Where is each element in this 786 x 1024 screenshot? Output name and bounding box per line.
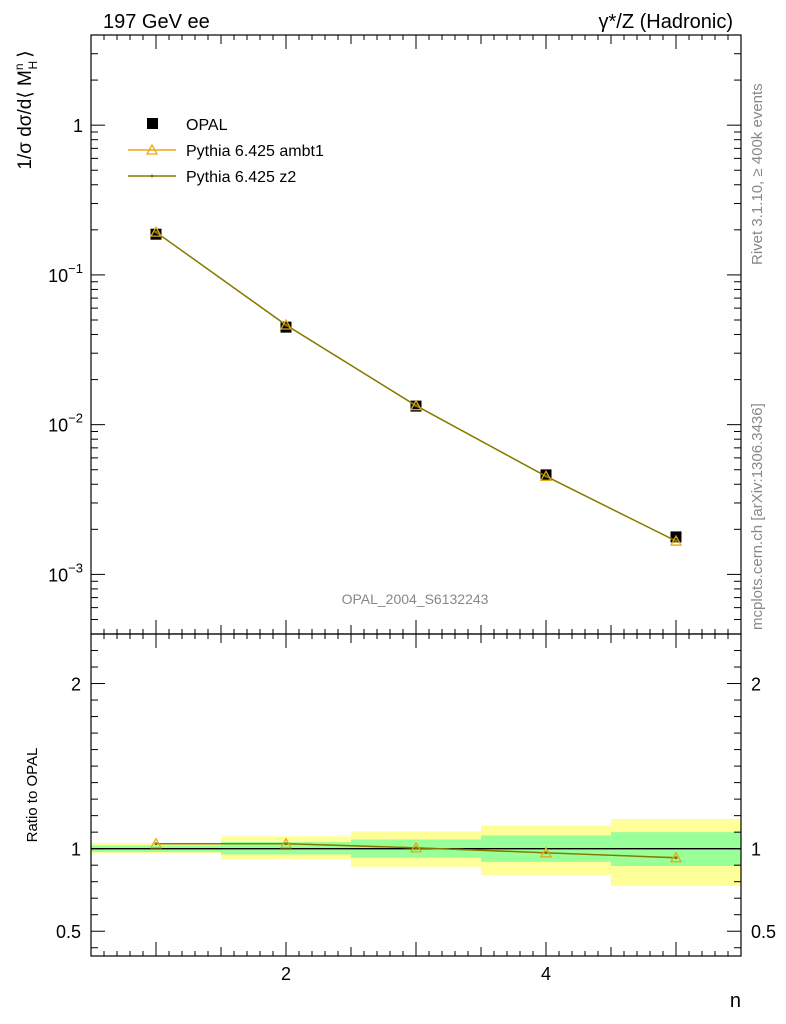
series-line-ambt1: [155, 231, 677, 542]
y-tick-label-main-1: 1: [73, 116, 83, 136]
data-point-z2-5: [674, 539, 678, 543]
main-ylabel: 1/σ dσ/d⟨ MnH ⟩: [12, 50, 40, 169]
y-tick-label-main-4: 10−3: [48, 560, 83, 585]
main-ylabel-post: ⟩: [15, 50, 36, 57]
x-tick-label-1: 2: [281, 964, 291, 984]
header-right-symbol: γ*/Z: [599, 11, 635, 33]
mcplots-label: mcplots.cern.ch [arXiv:1306.3436]: [749, 403, 766, 630]
ratio-point-z2-4: [544, 851, 548, 855]
legend-label-z2: Pythia 6.425 z2: [186, 169, 296, 186]
data-point-ambt1-3: [409, 399, 423, 411]
ratio-ylabel: Ratio to OPAL: [24, 748, 41, 843]
y-tick-label-exp: −2: [68, 411, 83, 426]
data-point-ambt1-4: [539, 469, 553, 481]
data-point-z2-1: [154, 230, 158, 234]
series-line-z2: [155, 231, 677, 542]
ratio-point-z2-3: [414, 846, 418, 850]
y-tick-label-base: 10: [48, 266, 68, 286]
data-point-z2-4: [544, 474, 548, 478]
y-tick-label-base: 10: [48, 416, 68, 436]
ratio-xlabel: n: [730, 990, 741, 1012]
ratio-point-ambt1-5: [669, 851, 683, 863]
main-ylabel-pre: 1/σ dσ/d⟨ M: [15, 70, 36, 170]
y-tick-label-ratio-left-3: 2: [71, 675, 81, 695]
y-tick-label-ratio-right-3: 2: [751, 675, 761, 695]
ratio-point-z2-5: [674, 856, 678, 860]
y-tick-label-main-3: 10−2: [48, 411, 83, 436]
y-tick-label-ratio-right-2: 1: [751, 840, 761, 860]
y-tick-label-ratio-left-2: 1: [71, 840, 81, 860]
ratio-series: [149, 837, 683, 863]
data-point-opal-1: [150, 228, 162, 240]
legend-marker-opal: [147, 118, 158, 129]
header-right-text: (Hadronic): [634, 11, 733, 33]
legend-marker-ambt1: [145, 143, 159, 155]
legend-marker-z2: [150, 174, 154, 178]
main-ylabel-sub: H: [26, 61, 40, 70]
ratio-point-ambt1-1: [149, 837, 163, 849]
ratio-point-ambt1-2: [279, 837, 293, 849]
legend: OPAL Pythia 6.425 ambt1 Pythia 6.425 z2: [128, 117, 324, 186]
ratio-point-ambt1-4: [539, 846, 553, 858]
y-tick-label-exp: −3: [68, 560, 83, 575]
data-point-opal-2: [280, 321, 292, 333]
main-ylabel-sup: n: [12, 63, 26, 70]
legend-label-ambt1: Pythia 6.425 ambt1: [186, 143, 324, 160]
y-tick-label-base: 10: [48, 565, 68, 585]
main-series: [149, 225, 683, 546]
data-point-ambt1-5: [669, 534, 683, 546]
ratio-point-z2-1: [154, 842, 158, 846]
header-left: 197 GeV ee: [103, 11, 210, 33]
rivet-label: Rivet 3.1.10, ≥ 400k events: [749, 83, 766, 265]
data-point-ambt1-1: [149, 225, 163, 237]
data-point-ambt1-2: [279, 318, 293, 330]
y-tick-label-ratio-left-1: 0.5: [56, 922, 81, 942]
x-tick-label-2: 4: [541, 964, 551, 984]
y-tick-label-ratio-right-1: 0.5: [751, 922, 776, 942]
analysis-watermark: OPAL_2004_S6132243: [342, 591, 489, 607]
data-point-z2-2: [284, 323, 288, 327]
legend-label-opal: OPAL: [186, 117, 228, 134]
ratio-frame: [90, 633, 742, 957]
header-right: γ*/Z (Hadronic): [599, 11, 733, 33]
ratio-point-z2-2: [284, 842, 288, 846]
ratio-point-ambt1-3: [409, 841, 423, 853]
data-point-z2-3: [414, 404, 418, 408]
y-tick-label-exp: −1: [68, 261, 83, 276]
y-tick-label-main-2: 10−1: [48, 261, 83, 286]
